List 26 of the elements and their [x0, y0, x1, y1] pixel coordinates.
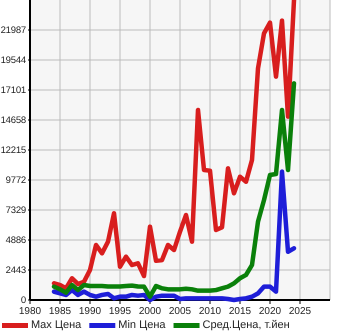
x-tick-label: 2000	[138, 306, 162, 318]
legend-label: Max Цена	[31, 319, 82, 331]
x-tick-label: 1985	[48, 306, 72, 318]
y-tick-label: 14658	[0, 115, 26, 126]
y-tick-label: 21987	[0, 25, 26, 36]
y-tick-label: 2443	[6, 265, 26, 276]
line-series	[52, 169, 296, 302]
y-tick-label: 0	[20, 295, 26, 306]
line-series	[52, 0, 296, 291]
x-tick-label: 2005	[168, 306, 192, 318]
x-tick-label: 2020	[258, 306, 282, 318]
x-tick-label: 1990	[78, 306, 102, 318]
x-tick-label: 2010	[198, 306, 222, 318]
y-tick-label: 17101	[0, 85, 26, 96]
x-tick-label: 2025	[288, 306, 312, 318]
y-tick-label: 4886	[6, 235, 26, 246]
y-tick-label: 9772	[6, 175, 26, 186]
x-tick-label: 2015	[228, 306, 252, 318]
legend-label: Сред.Цена, т.йен	[202, 319, 290, 331]
y-tick-label: 12215	[0, 145, 26, 156]
line-series	[52, 81, 296, 299]
legend-label: Min Цена	[118, 319, 166, 331]
y-tick-label: 19544	[0, 55, 26, 66]
x-tick-label: 1980	[18, 306, 42, 318]
y-tick-label: 7329	[6, 205, 26, 216]
x-tick-label: 1995	[108, 306, 132, 318]
